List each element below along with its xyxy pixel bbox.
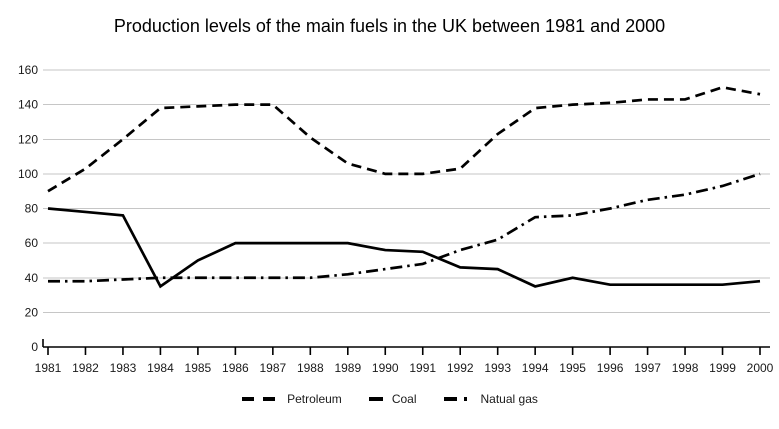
petroleum-dashed-line-icon xyxy=(242,397,279,401)
x-axis-tick-label: 1986 xyxy=(222,361,249,375)
series-line-petroleum xyxy=(47,85,761,193)
x-axis-tick-label: 1988 xyxy=(297,361,324,375)
x-axis-tick-label: 1996 xyxy=(597,361,624,375)
series-line-natual-gas xyxy=(48,172,761,283)
x-axis-tick-label: 1989 xyxy=(334,361,361,375)
y-axis-tick-label: 0 xyxy=(31,340,38,354)
x-axis-tick-label: 1994 xyxy=(522,361,549,375)
legend-item-coal: Coal xyxy=(368,392,417,406)
y-axis-tick-label: 80 xyxy=(25,202,39,216)
x-axis-tick-label: 1997 xyxy=(634,361,661,375)
x-axis-tick-label: 1998 xyxy=(672,361,699,375)
legend-label-natural-gas: Natual gas xyxy=(480,392,538,406)
y-axis-tick-label: 120 xyxy=(18,132,38,146)
y-axis-tick-label: 20 xyxy=(25,305,39,319)
x-axis-tick-label: 1992 xyxy=(447,361,474,375)
chart-title: Production levels of the main fuels in t… xyxy=(113,16,666,36)
x-axis-tick-label: 1999 xyxy=(709,361,736,375)
legend-item-petroleum: Petroleum xyxy=(241,392,342,406)
natural-gas-dash-dot-line-icon xyxy=(443,397,472,401)
x-axis-tick-label: 1984 xyxy=(147,361,174,375)
legend-item-natural-gas: Natual gas xyxy=(443,392,538,406)
x-axis-tick-label: 1991 xyxy=(409,361,436,375)
y-axis-tick-label: 160 xyxy=(18,63,38,77)
x-axis-tick-label: 1987 xyxy=(259,361,286,375)
x-axis-tick-label: 1993 xyxy=(484,361,511,375)
x-axis-tick-label: 1983 xyxy=(110,361,137,375)
x-axis-tick-label: 1995 xyxy=(559,361,586,375)
chart-legend: Petroleum Coal Natual gas xyxy=(0,392,779,406)
x-axis-tick-label: 2000 xyxy=(747,361,774,375)
y-axis-tick-label: 100 xyxy=(18,167,38,181)
legend-label-coal: Coal xyxy=(391,392,417,406)
series-line-coal xyxy=(47,207,761,289)
x-axis-tick-label: 1981 xyxy=(35,361,62,375)
x-axis-tick-label: 1982 xyxy=(72,361,99,375)
legend-label-petroleum: Petroleum xyxy=(287,392,342,406)
y-axis-tick-label: 60 xyxy=(25,236,39,250)
x-axis-tick-label: 1990 xyxy=(372,361,399,375)
coal-solid-line-icon xyxy=(368,397,383,401)
y-axis-tick-label: 140 xyxy=(18,98,38,112)
y-axis-tick-label: 40 xyxy=(25,271,39,285)
x-axis-tick-label: 1985 xyxy=(185,361,212,375)
